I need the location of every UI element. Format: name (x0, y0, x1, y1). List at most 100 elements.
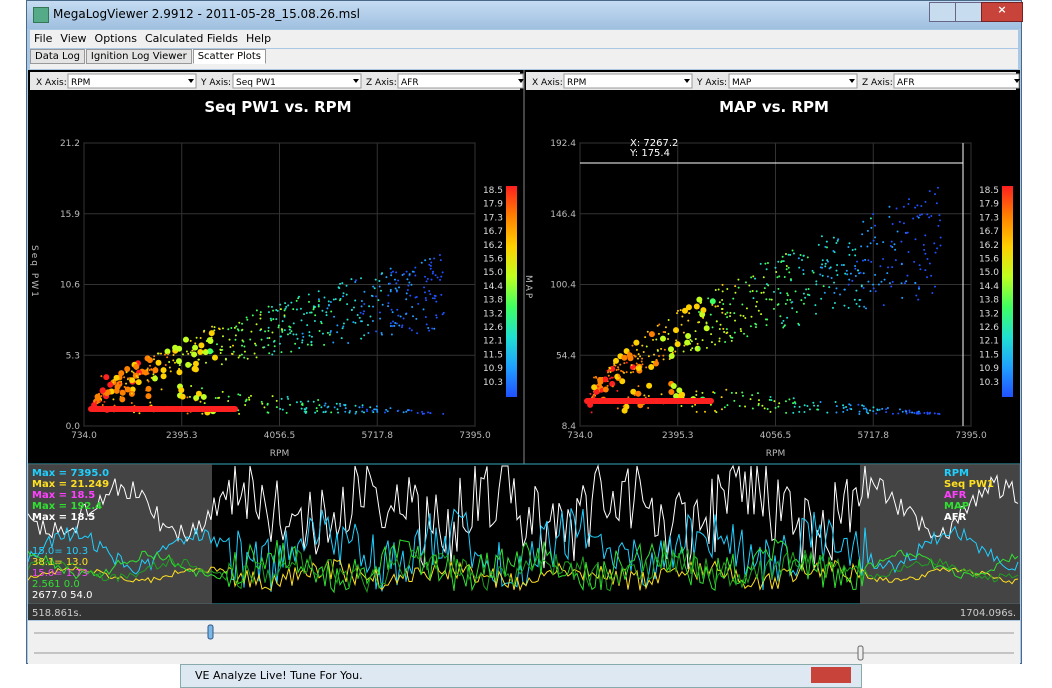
scatter-texture (395, 289, 398, 292)
menu-item[interactable]: Calculated Fields (144, 32, 238, 45)
scatter-texture (339, 404, 342, 407)
scatter-texture (381, 272, 384, 275)
scatter-texture (900, 282, 903, 285)
dropdown[interactable] (563, 73, 693, 89)
scatter-texture (612, 357, 619, 364)
scatter-texture (769, 396, 772, 399)
close-button[interactable]: × (981, 2, 1023, 22)
scatter-texture (609, 380, 616, 387)
menu-item[interactable]: File (34, 32, 53, 45)
scatter-texture (643, 394, 646, 397)
scatter-texture (815, 280, 818, 283)
scatter-texture (903, 282, 906, 285)
scatter-texture (132, 371, 135, 374)
scatter-texture (757, 309, 760, 312)
menu-item[interactable]: View (60, 32, 87, 45)
slider-thumb[interactable] (207, 624, 214, 640)
scatter-texture (355, 410, 358, 413)
scatter-texture (928, 216, 931, 219)
scatter-texture (246, 318, 249, 321)
scatter-texture (398, 324, 401, 327)
scatter-texture (164, 348, 171, 355)
scatter-texture (890, 285, 893, 288)
scatter-texture (368, 305, 371, 308)
scatter-texture (204, 361, 207, 364)
dropdown[interactable] (728, 73, 858, 89)
scatter-texture (923, 248, 926, 251)
scatter-texture (246, 357, 249, 360)
tab[interactable]: Scatter Plots (192, 49, 267, 64)
scatter-texture (888, 205, 891, 208)
maximize-button[interactable] (955, 2, 983, 22)
scatter-texture (825, 240, 828, 243)
scatter-texture (791, 307, 794, 310)
scatter-texture (320, 406, 323, 409)
scatter-texture (816, 408, 819, 411)
scatter-texture (849, 272, 852, 275)
scatter-texture (292, 333, 295, 336)
scatter-texture (772, 307, 775, 310)
scatter-texture (410, 409, 413, 412)
scatter-texture (916, 204, 919, 207)
scatter-texture (920, 213, 923, 216)
scatter-texture (119, 396, 126, 403)
scatter-texture (680, 323, 683, 326)
x-tick-label: 734.0 (71, 431, 97, 441)
dropdown[interactable] (67, 73, 197, 89)
scatter-texture (882, 257, 885, 260)
scatter-texture (298, 347, 301, 350)
scatter-texture (668, 388, 675, 395)
scatter-texture (610, 376, 613, 379)
scatter-texture (625, 361, 628, 364)
scatter-texture (367, 332, 370, 335)
scatter-texture (851, 248, 854, 251)
scatter-texture (312, 308, 315, 311)
scatter-texture (864, 407, 867, 410)
scatter-texture (185, 361, 192, 368)
dropdown[interactable] (893, 73, 1020, 89)
scatter-texture (214, 357, 217, 360)
scatter-texture (199, 400, 202, 403)
dropdown[interactable] (232, 73, 362, 89)
scatter-texture (724, 340, 727, 343)
scatter-texture (664, 331, 667, 334)
scatter-texture (373, 287, 376, 290)
scatter-texture (346, 303, 349, 306)
scatter-texture (200, 393, 207, 400)
scatter-texture (420, 261, 423, 264)
menu-item[interactable]: Options (94, 32, 137, 45)
scatter-texture (830, 277, 833, 280)
scatter-texture (634, 355, 637, 358)
scatter-texture (865, 410, 868, 413)
tab[interactable]: Data Log (30, 49, 85, 64)
scatter-texture (204, 348, 207, 351)
scatter-texture (267, 344, 270, 347)
minimize-button[interactable] (929, 2, 957, 22)
colorbar-label: 12.6 (979, 323, 999, 333)
scatter-texture (799, 253, 802, 256)
scatter-texture (784, 400, 787, 403)
scatter-texture (220, 345, 223, 348)
tab[interactable]: Ignition Log Viewer (85, 49, 192, 64)
scatter-texture (795, 311, 798, 314)
scatter-texture (433, 327, 436, 330)
scatter-texture (243, 356, 246, 359)
scatter-texture (694, 338, 697, 341)
slider-thumb[interactable] (857, 645, 864, 661)
scatter-texture (429, 411, 432, 414)
dropdown[interactable] (397, 73, 524, 89)
scatter-texture (621, 354, 628, 361)
scatter-texture (905, 412, 908, 415)
scatter-texture (789, 278, 792, 281)
scatter-texture (608, 377, 611, 380)
scatter-texture (160, 367, 167, 374)
scatter-texture (703, 325, 710, 332)
scatter-texture (785, 268, 788, 271)
scatter-texture (190, 363, 193, 366)
close-button[interactable] (811, 667, 851, 683)
menu-item[interactable]: Help (245, 32, 272, 45)
scatter-texture (901, 296, 904, 299)
scatter-texture (926, 258, 929, 261)
scatter-texture (434, 274, 437, 277)
